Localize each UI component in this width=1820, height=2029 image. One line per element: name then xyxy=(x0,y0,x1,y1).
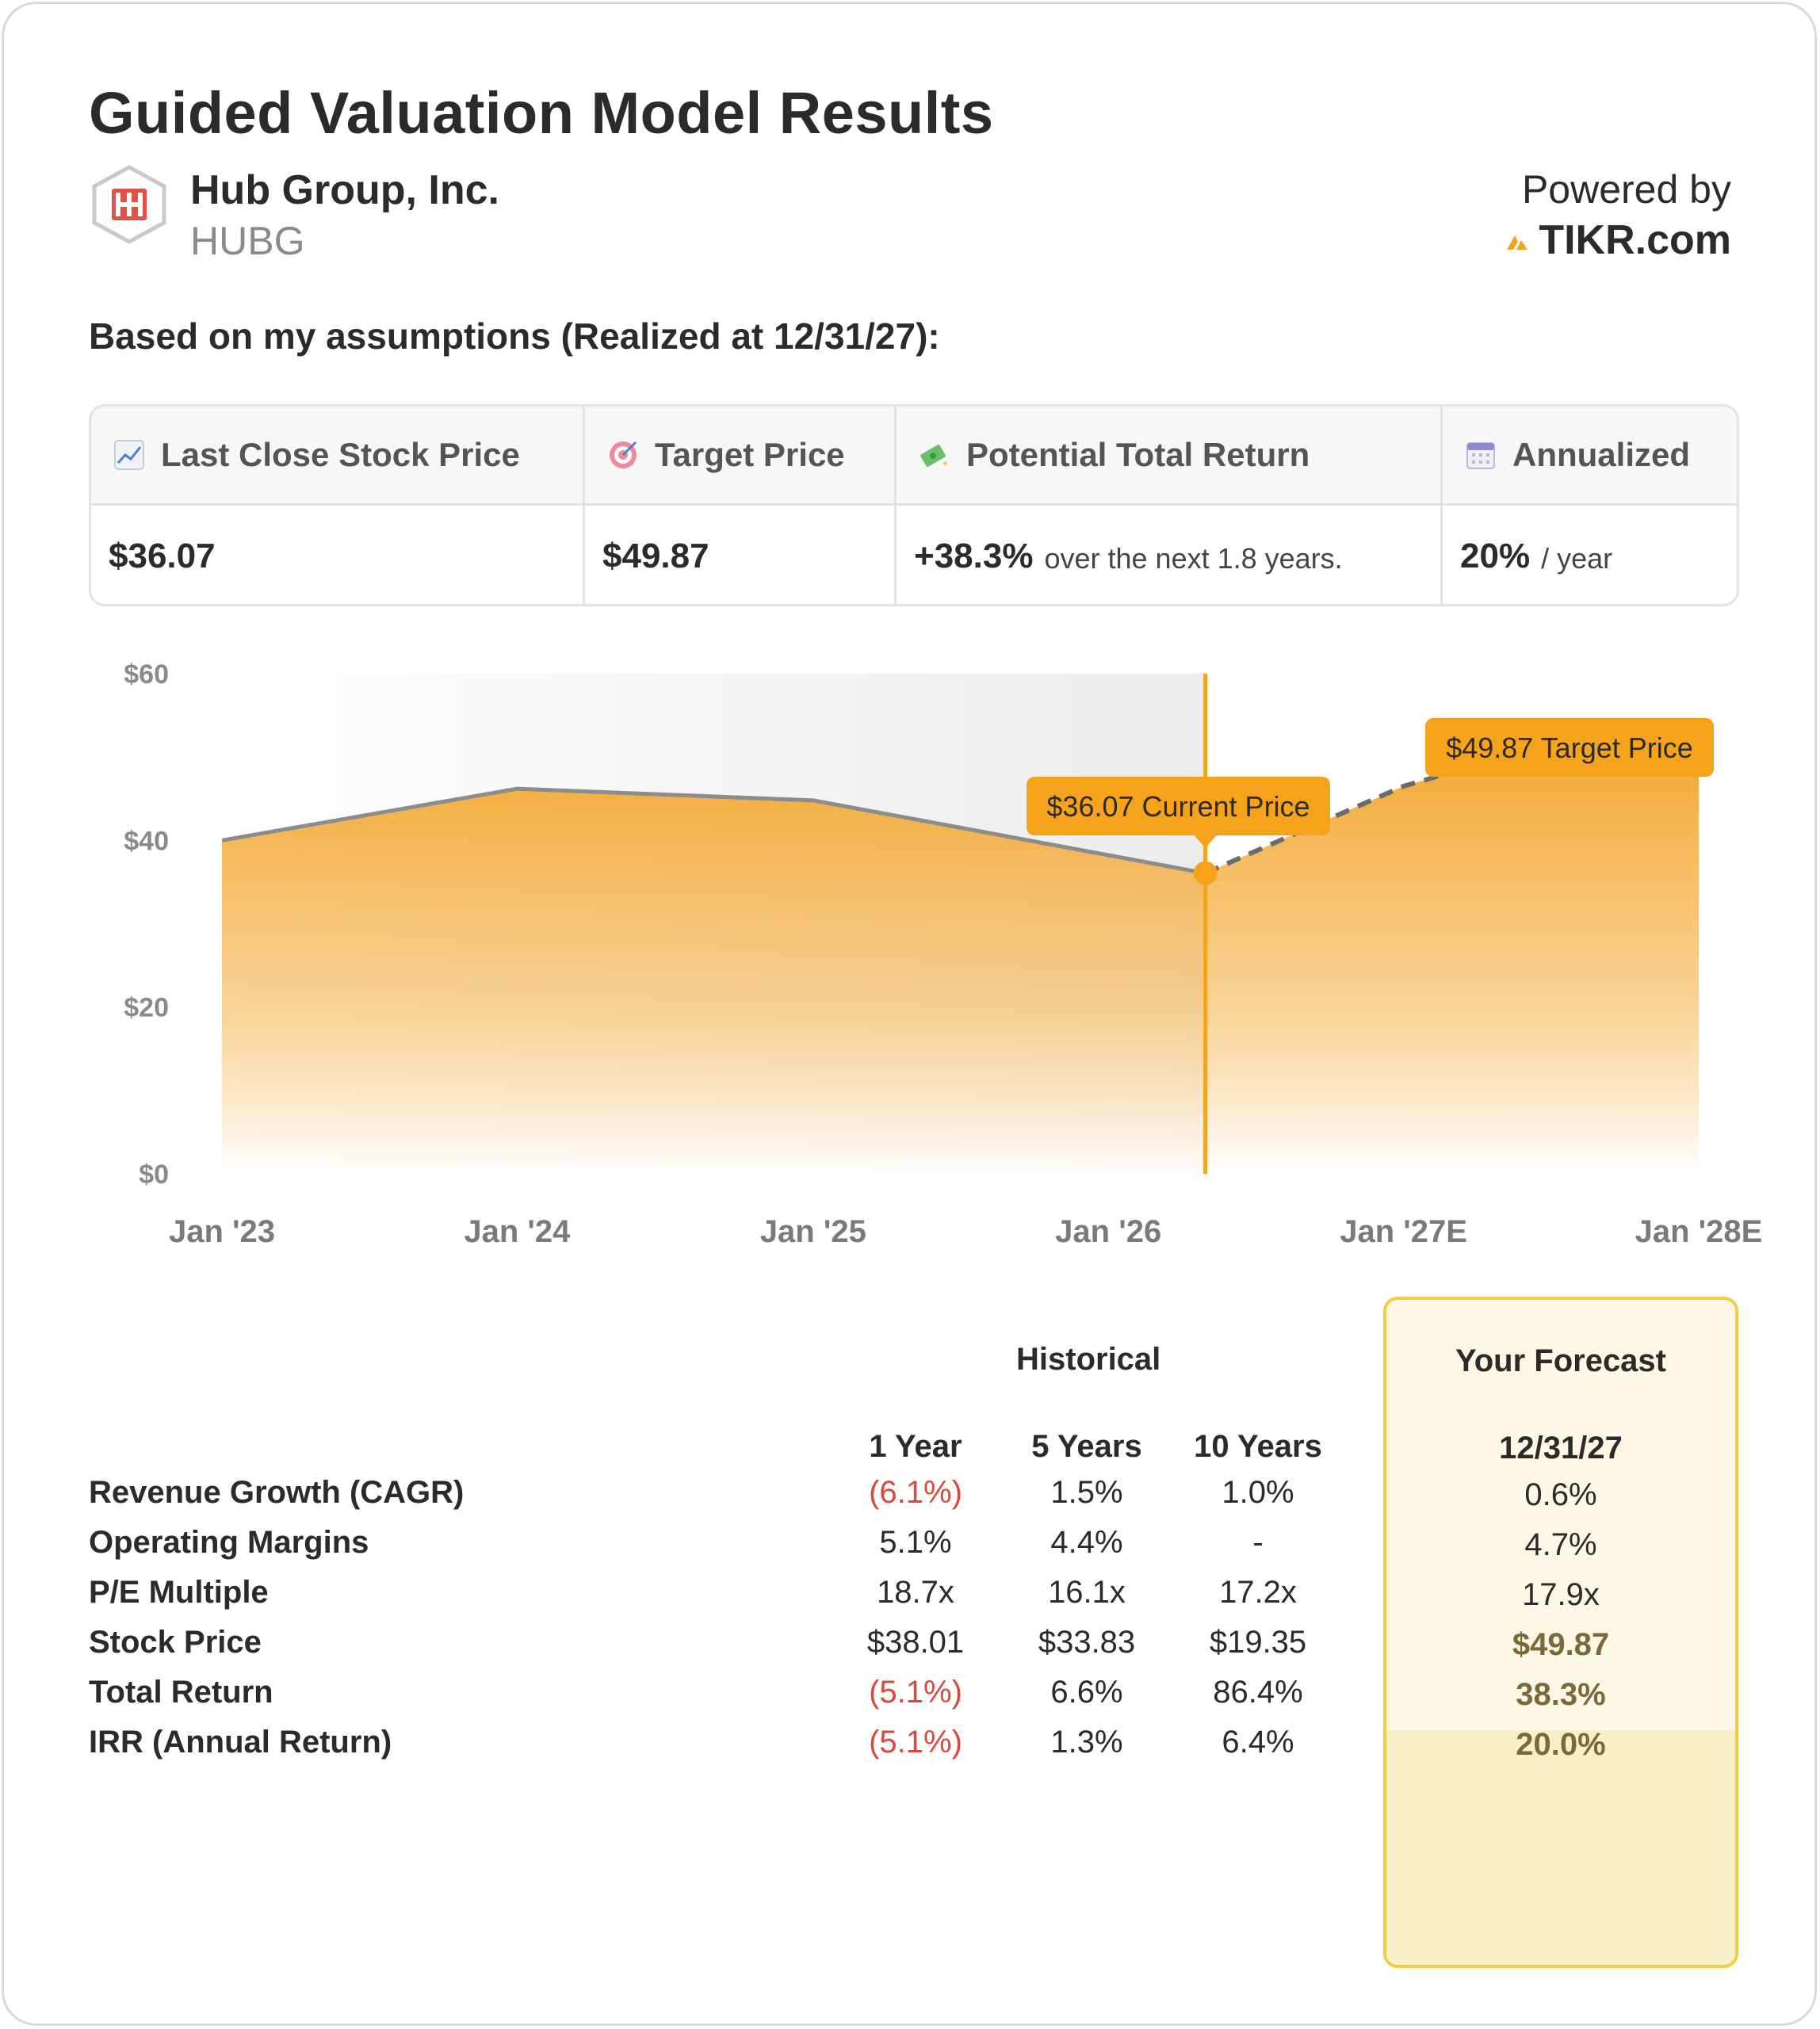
tikr-brand[interactable]: TIKR.com xyxy=(1505,216,1731,264)
metric-value: 20% xyxy=(1460,536,1531,575)
x-tick-label: Jan '25 xyxy=(760,1214,866,1249)
metric-annualized: Annualized 20% / year xyxy=(1443,407,1737,604)
current-price-label: $36.07 Current Price xyxy=(1046,790,1310,823)
table-cell: 6.4% xyxy=(1222,1725,1294,1760)
forecast-header: Your Forecast xyxy=(1455,1343,1666,1378)
y-tick-label: $40 xyxy=(124,826,169,856)
col-header-10y: 10 Years xyxy=(1194,1429,1322,1464)
table-cell: $33.83 xyxy=(1038,1625,1136,1660)
current-price-pointer xyxy=(1194,835,1217,848)
forecast-cell: 4.7% xyxy=(1524,1527,1597,1562)
table-cell: - xyxy=(1252,1525,1264,1560)
forecast-cell: 17.9x xyxy=(1522,1577,1600,1612)
tikr-brand-label: TIKR.com xyxy=(1539,217,1731,263)
x-tick-label: Jan '26 xyxy=(1055,1214,1161,1249)
page-title: Guided Valuation Model Results xyxy=(89,80,994,146)
target-price-label: $49.87 Target Price xyxy=(1446,732,1693,764)
table-cell: 17.2x xyxy=(1219,1575,1297,1610)
table-cell: $38.01 xyxy=(866,1625,965,1660)
table-cell: 1.0% xyxy=(1222,1475,1294,1510)
x-tick-label: Jan '27E xyxy=(1340,1214,1467,1249)
col-header-5y: 5 Years xyxy=(1031,1429,1142,1464)
company-name: Hub Group, Inc. xyxy=(190,167,499,213)
row-label: Stock Price xyxy=(89,1625,262,1660)
col-header-1y: 1 Year xyxy=(869,1429,962,1464)
table-cell: 4.4% xyxy=(1050,1525,1123,1560)
metric-value: +38.3% xyxy=(914,536,1034,575)
calendar-icon xyxy=(1466,442,1495,469)
x-tick-label: Jan '24 xyxy=(464,1214,571,1249)
row-label: Total Return xyxy=(89,1675,273,1710)
table-cell: $19.35 xyxy=(1209,1625,1307,1660)
metric-value: $49.87 xyxy=(602,536,709,575)
table-cell: 18.7x xyxy=(877,1575,954,1610)
metrics-table: Last Close Stock Price $36.07 Target Pri… xyxy=(89,404,1739,606)
table-cell: 16.1x xyxy=(1048,1575,1126,1610)
price-area xyxy=(222,758,1699,1174)
table-cell: 86.4% xyxy=(1213,1675,1303,1710)
metric-total-return: Potential Total Return +38.3% over the n… xyxy=(897,407,1443,604)
forecast-cell: 20.0% xyxy=(1516,1727,1606,1762)
metric-suffix: over the next 1.8 years. xyxy=(1044,541,1343,575)
table-cell: 1.3% xyxy=(1050,1725,1123,1760)
forecast-price-line xyxy=(1204,755,1501,876)
metric-label: Potential Total Return xyxy=(966,436,1310,473)
row-label: Operating Margins xyxy=(89,1525,369,1560)
metric-suffix: / year xyxy=(1541,541,1613,575)
historical-price-line xyxy=(221,786,1206,876)
table-cell: 1.5% xyxy=(1050,1475,1123,1510)
table-cell: (5.1%) xyxy=(869,1675,962,1710)
money-icon xyxy=(920,444,947,468)
metric-value: $36.07 xyxy=(109,536,216,575)
table-cell: (6.1%) xyxy=(869,1475,962,1510)
row-label: IRR (Annual Return) xyxy=(89,1725,392,1760)
col-header-forecast-date: 12/31/27 xyxy=(1499,1431,1623,1465)
current-price-bubble xyxy=(1027,777,1330,835)
table-cell: 6.6% xyxy=(1050,1675,1123,1710)
tikr-logo-icon xyxy=(1507,235,1528,250)
x-tick-label: Jan '28E xyxy=(1635,1214,1763,1249)
target-icon xyxy=(610,441,637,468)
y-tick-label: $0 xyxy=(139,1160,169,1190)
table-cell: (5.1%) xyxy=(869,1725,962,1760)
powered-by-label: Powered by xyxy=(1521,167,1731,212)
table-cell: 5.1% xyxy=(879,1525,952,1560)
chart-up-icon xyxy=(114,440,144,470)
metric-label: Target Price xyxy=(655,436,845,473)
metric-label: Annualized xyxy=(1512,436,1691,473)
metric-label: Last Close Stock Price xyxy=(161,436,520,473)
forecast-cell: $49.87 xyxy=(1512,1627,1610,1662)
y-tick-label: $20 xyxy=(124,993,169,1023)
forecast-cell: 0.6% xyxy=(1524,1477,1597,1512)
forecast-cell: 38.3% xyxy=(1516,1677,1606,1712)
metric-target-price: Target Price $49.87 xyxy=(585,407,897,604)
x-tick-label: Jan '23 xyxy=(169,1214,275,1249)
row-label: P/E Multiple xyxy=(89,1575,269,1610)
assumptions-heading: Based on my assumptions (Realized at 12/… xyxy=(89,315,940,357)
forecast-column-box xyxy=(1383,1297,1738,1968)
target-price-bubble xyxy=(1425,718,1714,777)
company-ticker: HUBG xyxy=(190,219,305,263)
row-label: Revenue Growth (CAGR) xyxy=(89,1475,465,1510)
company-logo xyxy=(92,165,166,244)
metric-last-close: Last Close Stock Price $36.07 xyxy=(91,407,585,604)
y-tick-label: $60 xyxy=(124,659,169,690)
historical-header: Historical xyxy=(1016,1342,1161,1377)
current-price-point xyxy=(1193,861,1218,885)
assumptions-table: Historical Your Forecast 1 Year 5 Years … xyxy=(4,1288,1820,2001)
